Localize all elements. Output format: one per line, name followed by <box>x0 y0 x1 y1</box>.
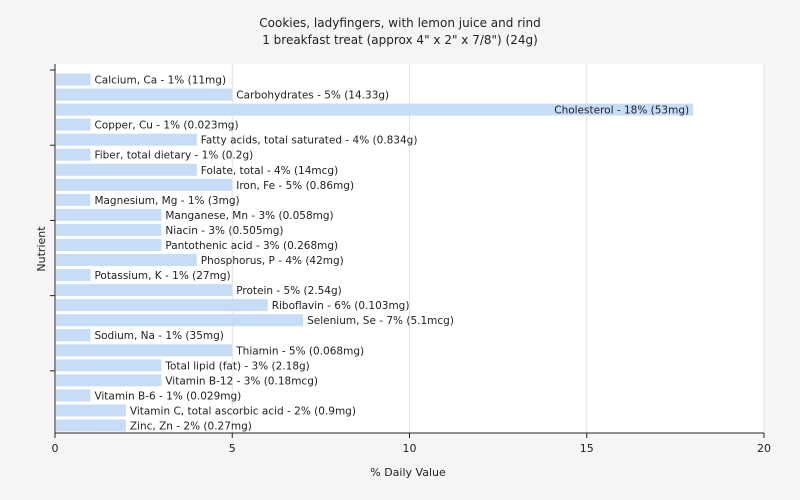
chart-title: Cookies, ladyfingers, with lemon juice a… <box>259 16 540 30</box>
bar <box>56 133 197 146</box>
bar <box>56 419 126 432</box>
bar <box>56 73 91 86</box>
grid <box>55 64 765 433</box>
bar-label: Fatty acids, total saturated - 4% (0.834… <box>201 135 418 147</box>
bar-label: Pantothenic acid - 3% (0.268mg) <box>165 240 338 252</box>
bar <box>56 208 162 221</box>
bar <box>56 193 91 206</box>
x-tick-label: 15 <box>580 442 594 455</box>
bar-label: Vitamin C, total ascorbic acid - 2% (0.9… <box>130 405 356 417</box>
bar-label: Vitamin B-12 - 3% (0.18mcg) <box>165 375 318 387</box>
x-axis-label: % Daily Value <box>370 466 446 479</box>
bar-label: Thiamin - 5% (0.068mg) <box>235 345 364 357</box>
x-tick-label: 20 <box>757 442 771 455</box>
axes: 0 5 10 15 20 <box>50 64 771 455</box>
bar-label: Zinc, Zn - 2% (0.27mg) <box>130 420 252 432</box>
bar <box>56 223 162 236</box>
bar <box>56 178 233 191</box>
bar <box>56 359 162 372</box>
bar <box>56 103 694 116</box>
bar <box>56 163 197 176</box>
bar <box>56 148 91 161</box>
bar-label: Sodium, Na - 1% (35mg) <box>94 330 223 342</box>
bar <box>56 88 233 101</box>
bar-label: Cholesterol - 18% (53mg) <box>554 105 689 117</box>
bar <box>56 374 162 387</box>
bar <box>56 329 91 342</box>
bar <box>56 299 268 312</box>
x-tick-label: 5 <box>229 442 236 455</box>
bar-label: Phosphorus, P - 4% (42mg) <box>201 255 344 267</box>
bar-label: Manganese, Mn - 3% (0.058mg) <box>165 210 333 222</box>
bar-label: Copper, Cu - 1% (0.023mg) <box>94 120 238 132</box>
bar <box>56 238 162 251</box>
bar-label: Vitamin B-6 - 1% (0.029mg) <box>94 390 241 402</box>
bar <box>56 254 197 267</box>
bar-label: Potassium, K - 1% (27mg) <box>94 270 230 282</box>
bar <box>56 269 91 282</box>
bar-label: Magnesium, Mg - 1% (3mg) <box>94 195 239 207</box>
bar-label: Riboflavin - 6% (0.103mg) <box>272 300 410 312</box>
x-tick-label: 10 <box>403 442 417 455</box>
bar <box>56 344 233 357</box>
bar-label: Protein - 5% (2.54g) <box>236 285 342 297</box>
y-axis-label: Nutrient <box>35 226 48 272</box>
bars: Calcium, Ca - 1% (11mg) Carbohydrates - 5… <box>56 73 694 432</box>
bar-label: Carbohydrates - 5% (14.33g) <box>236 90 389 102</box>
bar <box>56 118 91 131</box>
bar-label: Niacin - 3% (0.505mg) <box>165 225 283 237</box>
bar-label: Iron, Fe - 5% (0.86mg) <box>236 180 354 192</box>
bar <box>56 389 91 402</box>
x-tick-label: 0 <box>52 442 59 455</box>
bar <box>56 314 304 327</box>
bar <box>56 284 233 297</box>
bar-label: Folate, total - 4% (14mcg) <box>201 165 338 177</box>
bar <box>56 404 126 417</box>
bar-label: Total lipid (fat) - 3% (2.18g) <box>164 360 309 372</box>
bar-label: Fiber, total dietary - 1% (0.2g) <box>94 150 253 162</box>
chart-subtitle: 1 breakfast treat (approx 4" x 2" x 7/8"… <box>262 33 538 47</box>
bar-label: Calcium, Ca - 1% (11mg) <box>94 75 226 87</box>
bar-label: Selenium, Se - 7% (5.1mcg) <box>307 315 454 327</box>
